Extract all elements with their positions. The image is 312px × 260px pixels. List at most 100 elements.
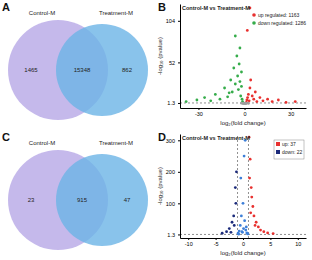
tick-label: 0 — [244, 111, 247, 117]
panel: Control-MTreatment-M2391547C — [2, 131, 148, 250]
y-axis: 1.3 52 104 — [166, 5, 181, 109]
point — [221, 232, 224, 235]
point — [272, 232, 275, 235]
tick-mark — [178, 234, 180, 235]
point — [255, 221, 258, 224]
x-axis-title: log₂(fold change) — [220, 250, 265, 256]
chart-title: Control-M vs Treatment-M — [182, 135, 250, 141]
y-axis: 1.3 100 200 300 — [166, 135, 181, 239]
point — [228, 227, 231, 230]
point — [251, 205, 254, 208]
legend-label: up regulated: 1163 — [258, 12, 300, 18]
point — [225, 230, 228, 233]
tick-mark — [298, 238, 299, 240]
figure: Control-MTreatment-M146515348862A-300301… — [0, 0, 312, 260]
tick: 200 — [166, 169, 180, 175]
point — [271, 100, 274, 103]
tick-mark — [216, 238, 217, 240]
tick-label: 0 — [242, 241, 245, 247]
point — [234, 202, 237, 205]
point — [243, 219, 246, 222]
plot-area — [180, 7, 306, 105]
tick-mark — [243, 238, 244, 240]
tick-mark — [178, 103, 180, 104]
point — [245, 232, 248, 235]
point — [253, 215, 256, 218]
point — [235, 55, 238, 58]
point — [223, 87, 226, 90]
point — [262, 230, 265, 233]
point — [237, 88, 240, 91]
point — [241, 98, 244, 101]
tick: 1.3 — [167, 100, 180, 106]
point — [203, 96, 206, 99]
point — [259, 96, 262, 99]
tick-mark — [178, 203, 180, 204]
point — [231, 221, 234, 224]
count-label: 47 — [124, 197, 131, 203]
tick-label: 5 — [269, 241, 272, 247]
point — [209, 99, 212, 102]
point — [234, 83, 237, 86]
point — [247, 93, 250, 96]
chart-title: Control-M vs Treatment-M — [182, 5, 250, 11]
point — [239, 95, 242, 98]
tick: 104 — [166, 18, 180, 24]
tick: 5 — [269, 238, 272, 247]
tick: 30 — [288, 108, 294, 117]
point — [266, 98, 269, 101]
tick: 100 — [166, 201, 180, 207]
point — [247, 102, 250, 105]
legend-swatch — [252, 21, 256, 25]
tick: 52 — [169, 60, 180, 66]
tick-label: 100 — [166, 201, 175, 207]
tick: -10 — [185, 238, 193, 247]
tick-label: -5 — [214, 241, 219, 247]
point — [248, 177, 251, 180]
point — [237, 233, 240, 236]
legend-box — [274, 140, 304, 159]
point — [245, 226, 248, 229]
point — [235, 170, 238, 173]
point — [236, 75, 239, 78]
tick-label: 52 — [169, 60, 175, 66]
tick-label: 30 — [288, 111, 294, 117]
panel-label: D — [158, 131, 166, 143]
tick-mark — [178, 62, 180, 63]
point — [234, 35, 237, 38]
point — [233, 224, 236, 227]
point — [249, 211, 252, 214]
point — [259, 229, 262, 232]
tick-mark — [178, 21, 180, 22]
point — [231, 91, 234, 94]
point — [244, 102, 247, 105]
point — [228, 91, 231, 94]
tick-label: -30 — [195, 111, 203, 117]
point — [248, 99, 251, 102]
panel-label: A — [2, 1, 10, 13]
reference-line — [180, 234, 306, 235]
axis-line — [181, 108, 307, 109]
point — [294, 100, 297, 103]
point — [226, 95, 229, 98]
point — [219, 98, 222, 101]
panel: -10-505101.3100200300log₂(fold change)-l… — [157, 131, 307, 256]
point — [239, 177, 242, 180]
tick-mark — [270, 238, 271, 240]
tick: 0 — [244, 108, 247, 117]
point — [243, 155, 246, 158]
tick-mark — [245, 108, 246, 110]
point — [254, 224, 257, 227]
legend: up regulated: 1163down regulated: 1286 — [252, 12, 306, 26]
set-name: Control-M — [29, 10, 55, 16]
tick-label: 104 — [166, 18, 175, 24]
tick: 10 — [295, 238, 301, 247]
legend-swatch — [276, 150, 280, 154]
tick-label: 1.3 — [167, 232, 175, 238]
tick-mark — [178, 140, 180, 141]
point — [241, 231, 244, 234]
tick-label: 300 — [166, 138, 175, 144]
reference-line — [248, 134, 249, 238]
panel: -300301.352104log₂(fold change)-log₁₀ (p… — [157, 1, 307, 126]
tick-label: 200 — [166, 169, 175, 175]
